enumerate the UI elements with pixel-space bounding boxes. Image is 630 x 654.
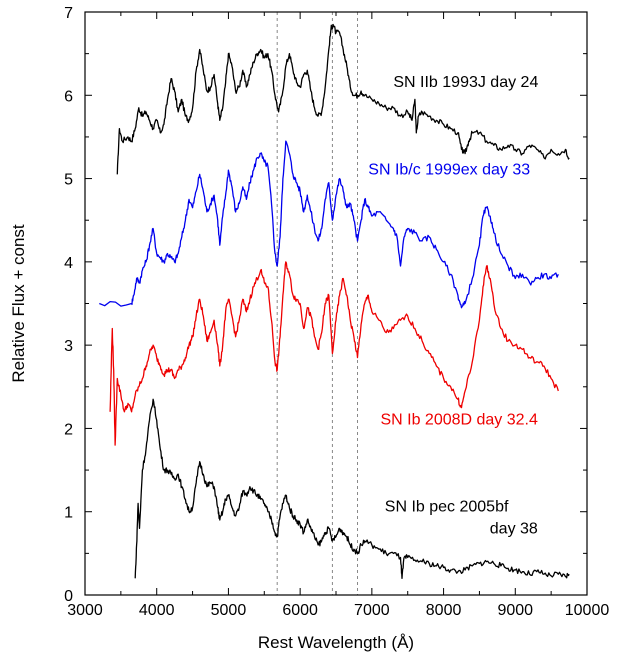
y-axis-title: Relative Flux + const bbox=[9, 224, 28, 383]
x-axis: 3000 4000 5000 6000 7000 8000 9000 10000 bbox=[67, 12, 609, 619]
y-tick-label: 3 bbox=[64, 338, 73, 355]
series-sn-1993j bbox=[116, 23, 570, 175]
series-layer bbox=[99, 23, 570, 579]
series-sn-2008d bbox=[109, 261, 559, 446]
x-tick-label: 5000 bbox=[211, 602, 247, 619]
plot-frame bbox=[84, 11, 588, 596]
x-tick-label: 3000 bbox=[67, 602, 103, 619]
y-tick-label: 5 bbox=[64, 172, 73, 189]
series-label: SN IIb 1993J day 24 bbox=[393, 74, 538, 91]
y-tick-label: 7 bbox=[64, 5, 73, 22]
series-label: day 38 bbox=[490, 521, 538, 538]
x-axis-title: Rest Wavelength (Å) bbox=[258, 633, 414, 652]
y-axis: 0 1 2 3 4 5 6 7 bbox=[64, 5, 587, 605]
y-tick-label: 1 bbox=[64, 505, 73, 522]
x-tick-label: 4000 bbox=[139, 602, 175, 619]
series-label: SN Ib 2008D day 32.4 bbox=[380, 411, 538, 428]
y-tick-label: 4 bbox=[64, 255, 73, 272]
y-tick-label: 0 bbox=[64, 588, 73, 605]
x-tick-label: 10000 bbox=[565, 602, 610, 619]
reference-lines bbox=[276, 12, 359, 595]
series-label: SN Ib pec 2005bf bbox=[385, 499, 509, 516]
series-sn-1999ex bbox=[99, 140, 559, 309]
x-tick-label: 6000 bbox=[282, 602, 318, 619]
series-label: SN Ib/c 1999ex day 33 bbox=[368, 161, 530, 178]
x-tick-label: 7000 bbox=[354, 602, 390, 619]
y-tick-label: 6 bbox=[64, 88, 73, 105]
x-tick-label: 8000 bbox=[426, 602, 462, 619]
series-sn-2005bf bbox=[134, 398, 570, 579]
series-labels: SN IIb 1993J day 24 SN Ib/c 1999ex day 33… bbox=[368, 74, 538, 538]
x-tick-label: 9000 bbox=[497, 602, 533, 619]
y-tick-label: 2 bbox=[64, 421, 73, 438]
